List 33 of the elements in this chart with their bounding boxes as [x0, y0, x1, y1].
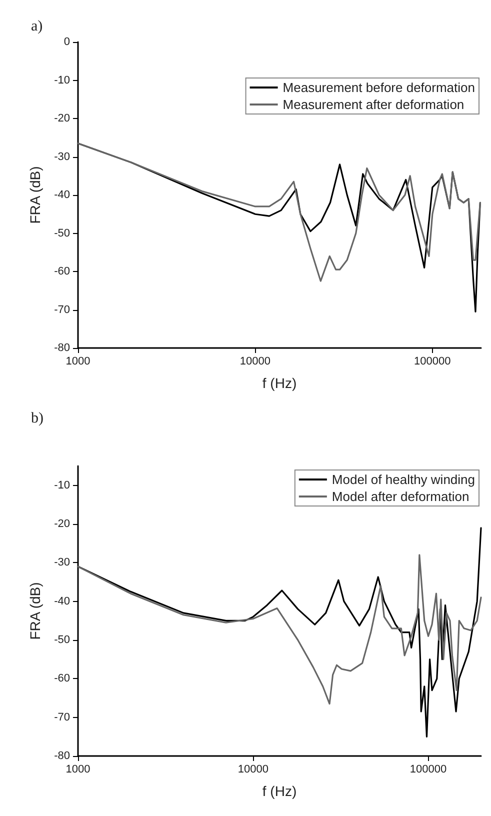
x-tick-label: 100000 [410, 764, 447, 776]
y-tick-label: -60 [54, 672, 70, 685]
y-tick-label: -40 [54, 595, 70, 608]
y-tick-label: -80 [54, 750, 70, 762]
y-tick-label: -10 [54, 74, 70, 86]
y-tick-label: -70 [54, 304, 70, 316]
y-tick-label: -20 [54, 112, 70, 124]
x-tick-label: 100000 [414, 356, 451, 368]
legend-label: Model after deformation [332, 489, 470, 504]
y-tick-label: -30 [54, 556, 70, 569]
y-tick-label: -40 [54, 189, 70, 201]
y-tick-label: -60 [54, 266, 70, 278]
x-axis-title: f (Hz) [262, 375, 297, 391]
x-tick-label: 10000 [238, 764, 268, 776]
y-tick-label: -20 [54, 518, 70, 530]
legend-label: Measurement after deformation [282, 97, 464, 112]
legend-label: Measurement before deformation [282, 80, 476, 95]
x-tick-label: 1000 [66, 764, 90, 776]
y-axis-title: FRA (dB) [27, 166, 43, 224]
y-tick-label: -30 [54, 150, 70, 163]
y-tick-label: -50 [54, 634, 70, 646]
chart-title: b) [31, 410, 44, 426]
legend-label: Model of healthy winding [332, 472, 476, 487]
y-tick-label: -70 [54, 711, 70, 724]
x-tick-label: 1000 [66, 356, 90, 368]
y-tick-label: -80 [54, 342, 70, 354]
x-tick-label: 10000 [240, 356, 271, 368]
y-tick-label: -10 [54, 479, 70, 492]
chart-title: a) [31, 18, 43, 34]
x-axis-title: f (Hz) [262, 783, 297, 799]
y-axis-title: FRA (dB) [27, 582, 43, 640]
y-tick-label: -50 [54, 227, 70, 240]
y-tick-label: 0 [64, 36, 70, 48]
